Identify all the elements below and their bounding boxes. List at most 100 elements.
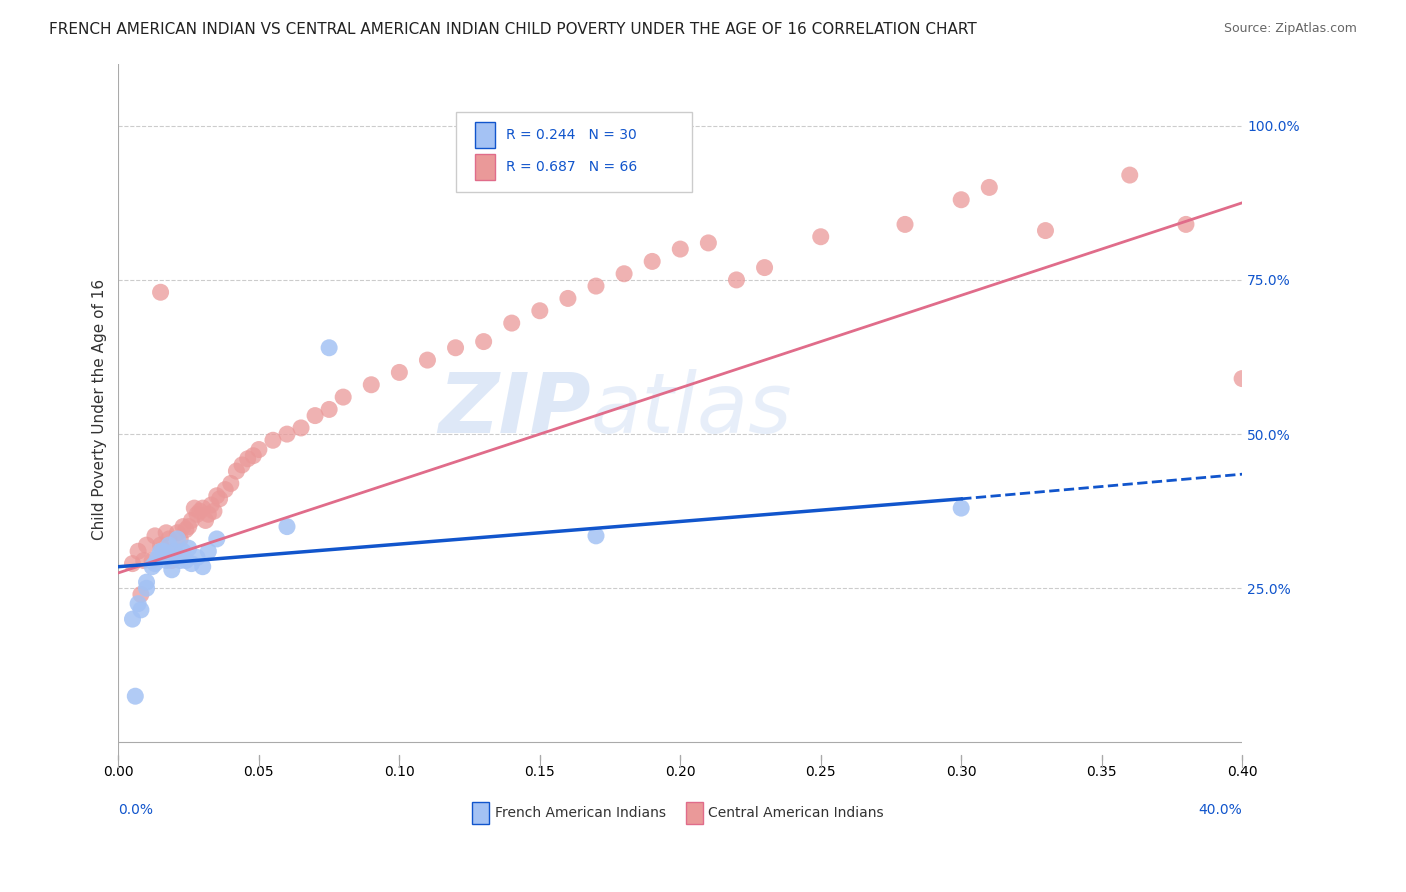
Point — [180, 557, 202, 571]
Point — [129, 587, 152, 601]
Point — [155, 525, 177, 540]
Point — [132, 553, 155, 567]
Point — [318, 341, 340, 355]
Point — [950, 193, 973, 207]
Point — [613, 267, 636, 281]
Text: R = 0.244   N = 30: R = 0.244 N = 30 — [506, 128, 637, 142]
Point — [149, 538, 172, 552]
Point — [208, 491, 231, 506]
Point — [169, 553, 191, 567]
Point — [124, 690, 146, 704]
Point — [1174, 218, 1197, 232]
Point — [318, 402, 340, 417]
Text: atlas: atlas — [591, 369, 792, 450]
Point — [149, 544, 172, 558]
Bar — [686, 802, 703, 824]
Point — [979, 180, 1001, 194]
Text: FRENCH AMERICAN INDIAN VS CENTRAL AMERICAN INDIAN CHILD POVERTY UNDER THE AGE OF: FRENCH AMERICAN INDIAN VS CENTRAL AMERIC… — [49, 22, 977, 37]
Bar — [472, 802, 489, 824]
Point — [205, 489, 228, 503]
Point — [242, 449, 264, 463]
Point — [174, 553, 197, 567]
Y-axis label: Child Poverty Under the Age of 16: Child Poverty Under the Age of 16 — [93, 279, 107, 540]
Point — [585, 279, 607, 293]
Text: French American Indians: French American Indians — [495, 805, 666, 820]
Point — [141, 553, 163, 567]
Point — [155, 553, 177, 567]
Point — [183, 501, 205, 516]
Point — [188, 504, 211, 518]
Point — [186, 550, 208, 565]
Point — [231, 458, 253, 472]
Point — [810, 229, 832, 244]
Text: Source: ZipAtlas.com: Source: ZipAtlas.com — [1223, 22, 1357, 36]
Point — [166, 532, 188, 546]
Point — [585, 529, 607, 543]
Point — [360, 377, 382, 392]
Point — [236, 451, 259, 466]
Point — [262, 434, 284, 448]
Point — [160, 563, 183, 577]
Point — [180, 513, 202, 527]
Point — [135, 582, 157, 596]
Point — [143, 557, 166, 571]
Point — [950, 501, 973, 516]
Point — [174, 523, 197, 537]
Text: 0.0%: 0.0% — [118, 803, 153, 817]
Point — [127, 544, 149, 558]
Point — [641, 254, 664, 268]
Point — [177, 519, 200, 533]
Point — [186, 508, 208, 522]
Point — [219, 476, 242, 491]
Point — [276, 519, 298, 533]
Point — [557, 292, 579, 306]
Point — [157, 550, 180, 565]
Point — [194, 513, 217, 527]
Point — [754, 260, 776, 275]
Point — [332, 390, 354, 404]
Point — [172, 519, 194, 533]
Point — [1035, 223, 1057, 237]
Point — [1230, 371, 1253, 385]
Point — [697, 235, 720, 250]
Point — [1119, 168, 1142, 182]
Point — [169, 532, 191, 546]
Point — [894, 218, 917, 232]
Point — [304, 409, 326, 423]
Point — [501, 316, 523, 330]
Point — [202, 504, 225, 518]
Text: ZIP: ZIP — [437, 369, 591, 450]
Point — [172, 544, 194, 558]
Point — [157, 538, 180, 552]
Point — [135, 575, 157, 590]
Point — [669, 242, 692, 256]
Point — [129, 603, 152, 617]
Point — [191, 501, 214, 516]
Text: R = 0.687   N = 66: R = 0.687 N = 66 — [506, 160, 637, 174]
Point — [725, 273, 748, 287]
Point — [121, 612, 143, 626]
Point — [166, 525, 188, 540]
Point — [214, 483, 236, 497]
Text: 40.0%: 40.0% — [1198, 803, 1241, 817]
Point — [163, 544, 186, 558]
Point — [163, 544, 186, 558]
Point — [121, 557, 143, 571]
Point — [149, 285, 172, 300]
Point — [152, 544, 174, 558]
Point — [276, 427, 298, 442]
Point — [157, 532, 180, 546]
Point — [472, 334, 495, 349]
Point — [247, 442, 270, 457]
Point — [225, 464, 247, 478]
Point — [197, 508, 219, 522]
Point — [141, 559, 163, 574]
Point — [290, 421, 312, 435]
FancyBboxPatch shape — [456, 112, 692, 192]
Bar — [475, 153, 495, 180]
Point — [388, 366, 411, 380]
Point — [160, 553, 183, 567]
Bar — [475, 122, 495, 148]
Point — [135, 538, 157, 552]
Text: Central American Indians: Central American Indians — [709, 805, 884, 820]
